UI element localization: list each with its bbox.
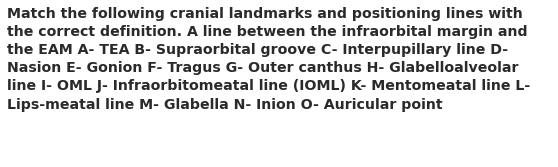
Text: Match the following cranial landmarks and positioning lines with
the correct def: Match the following cranial landmarks an… [7, 7, 530, 112]
